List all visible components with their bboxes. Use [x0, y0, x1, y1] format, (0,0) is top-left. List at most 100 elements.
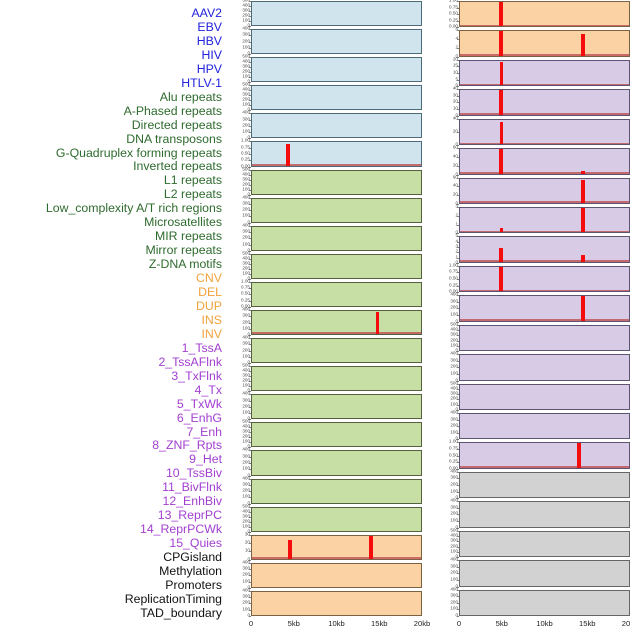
y-tick-label: 100 [242, 128, 250, 134]
y-tick-mark [457, 315, 459, 317]
y-tick-label: 400 [242, 559, 250, 565]
y-tick-label: 500 [242, 503, 250, 509]
y-axis: 1.00 0.75 0.50 0.25 0.00 [436, 263, 459, 294]
y-tick-mark [249, 132, 251, 134]
y-tick-mark [457, 257, 459, 259]
y-tick-label: 0 [455, 495, 458, 501]
row-label-7-enh: 7_Enh [186, 424, 222, 439]
y-tick-mark [249, 258, 251, 260]
y-tick-label: 300 [450, 475, 458, 481]
y-tick-label: 0 [455, 260, 458, 266]
y-axis: 60 40 20 0 [436, 175, 459, 206]
y-tick-mark [457, 241, 459, 243]
y-tick-label: 200 [242, 347, 250, 353]
y-tick-label: 0 [247, 557, 250, 563]
y-tick-mark [249, 581, 251, 583]
y-tick-label: 300 [450, 504, 458, 510]
y-tick-label: 0 [247, 388, 250, 394]
track-track-r6: 60 40 20 0 [436, 145, 630, 176]
y-tick-label: 200 [450, 396, 458, 402]
y-tick-label: 500 [242, 166, 250, 172]
y-tick-mark [249, 363, 251, 365]
y-tick-mark [457, 439, 459, 441]
y-tick-label: 400 [242, 171, 250, 177]
row-label-13-reprpc: 13_ReprPC [157, 508, 222, 523]
y-tick-label: 400 [450, 586, 458, 592]
y-tick-label: 500 [450, 321, 458, 327]
y-tick-label: 0.50 [449, 10, 458, 16]
row-label-cpgisland: CPGisland [163, 550, 222, 565]
plot-area [459, 59, 630, 87]
y-tick-label: 1 [455, 255, 458, 260]
track-HTLV-1: 1.00 0.75 0.50 0.25 0.00 [228, 139, 422, 168]
baseline [460, 319, 629, 321]
y-tick-label: 400 [450, 532, 458, 538]
y-tick-label: 200 [242, 68, 250, 74]
y-tick-label: 100 [242, 523, 250, 529]
y-tick-mark [457, 321, 459, 323]
y-tick-mark [249, 531, 251, 533]
y-axis: 543210 [436, 234, 459, 266]
y-tick-label: 400 [242, 587, 250, 593]
baseline [460, 260, 629, 262]
peak-bar [499, 2, 504, 27]
y-tick-label: 100 [450, 311, 458, 317]
track-track-r5: 40 20 0 [436, 116, 630, 147]
row-label-hiv: HIV [201, 47, 223, 62]
y-tick-mark [457, 102, 459, 104]
baseline [252, 557, 421, 559]
plot-area [459, 530, 630, 558]
plot-area [459, 177, 630, 204]
row-label-hpv: HPV [196, 61, 222, 76]
y-tick-mark [457, 86, 459, 88]
plot-area [251, 29, 422, 55]
plot-area [459, 1, 630, 28]
y-tick-label: 0 [247, 276, 250, 282]
baseline [460, 466, 629, 468]
y-tick-mark [249, 597, 251, 599]
plot-area [459, 295, 630, 322]
y-tick-mark [457, 20, 459, 22]
y-tick-mark [249, 231, 251, 233]
y-tick-mark [249, 6, 251, 8]
y-tick-label: 200 [242, 12, 250, 18]
y-tick-mark [457, 79, 459, 81]
y-tick-mark [457, 589, 459, 591]
y-tick-label: 200 [242, 518, 250, 524]
y-tick-mark [249, 179, 251, 181]
y-tick-mark [457, 165, 459, 167]
y-tick-label: 30 [452, 92, 458, 98]
y-tick-mark [457, 546, 459, 548]
y-axis: 5004003002001000 [228, 503, 251, 534]
y-tick-mark [457, 148, 459, 150]
y-tick-mark [457, 335, 459, 337]
peak-bar [499, 248, 504, 262]
baseline [460, 289, 629, 292]
y-tick-mark [249, 462, 251, 464]
y-tick-mark [457, 579, 459, 581]
y-tick-label: 400 [450, 556, 458, 562]
y-tick-label: 300 [242, 200, 250, 206]
y-tick-mark [457, 471, 459, 473]
y-tick-label: 15 [452, 63, 458, 69]
y-tick-mark [457, 530, 459, 532]
y-tick-mark [249, 238, 251, 240]
y-tick-label: 2 [455, 249, 458, 255]
y-tick-mark [249, 478, 251, 480]
y-tick-label: 0 [247, 23, 250, 29]
y-tick-mark [249, 338, 251, 340]
track-track-g13: 5004003002001000 [228, 503, 422, 534]
y-axis: 5004003002001000 [436, 321, 459, 353]
track-track-r1: 1.00 0.75 0.50 0.25 0.00 [436, 0, 630, 29]
y-tick-mark [249, 47, 251, 49]
y-tick-label: 100 [450, 401, 458, 407]
y-tick-mark [249, 105, 251, 107]
y-axis: 1.00 0.75 0.50 0.25 0.00 [436, 440, 459, 470]
y-tick-mark [457, 501, 459, 503]
